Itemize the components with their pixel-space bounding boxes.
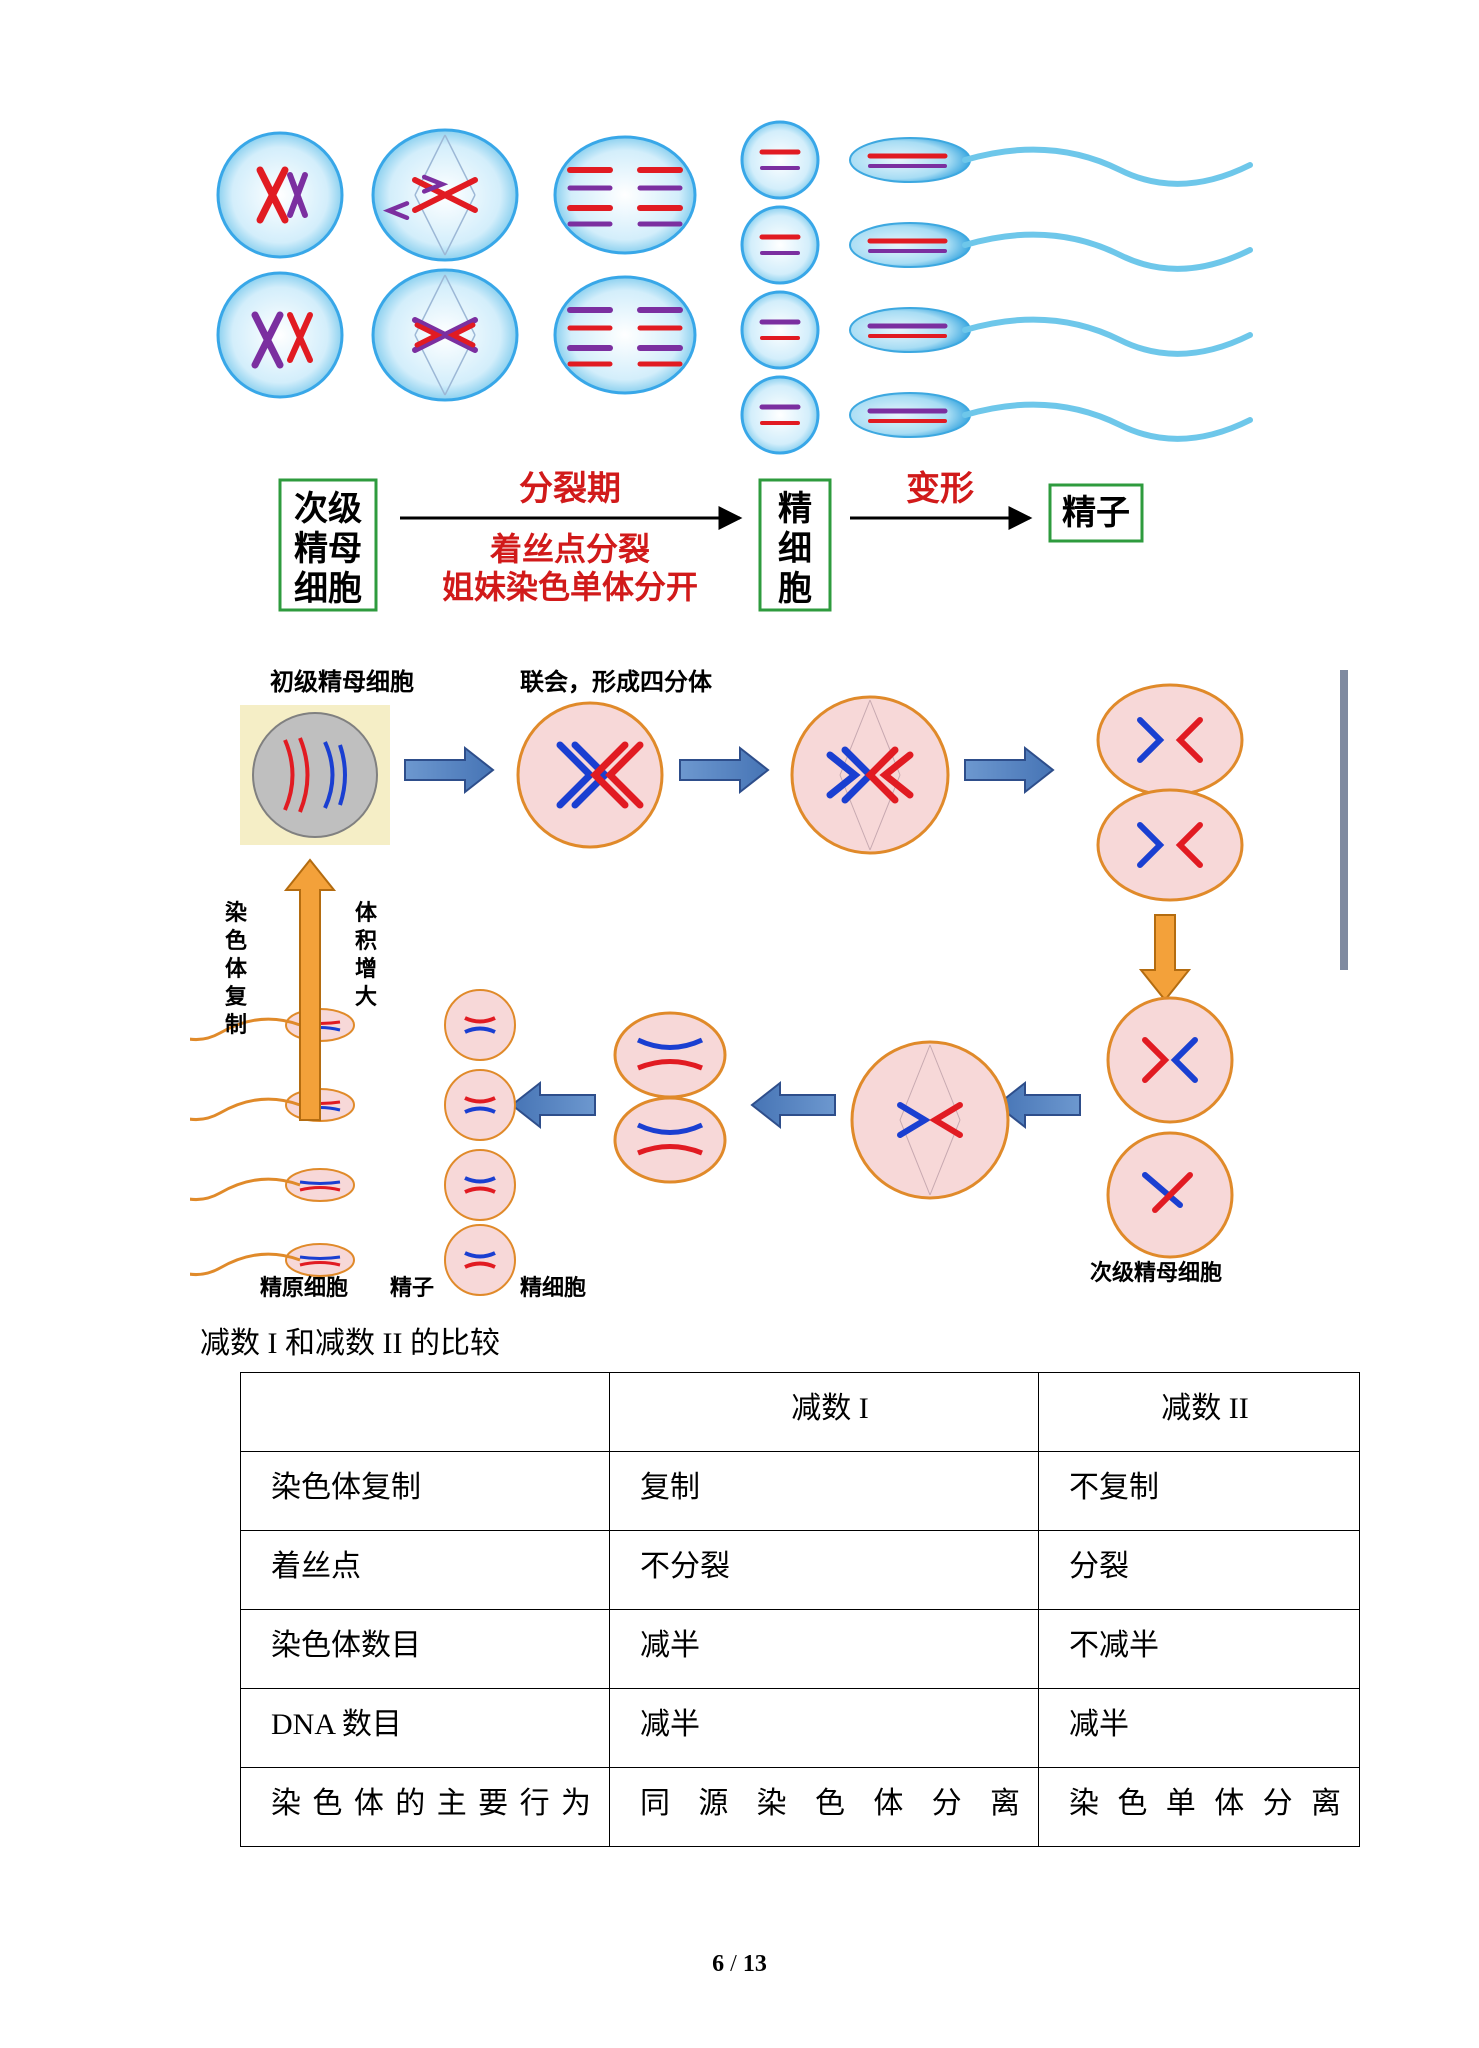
svg-text:体: 体 [355,900,378,925]
svg-text:精原细胞: 精原细胞 [260,1275,348,1300]
meiosis-ii-diagram: 次级 精母 细胞 分裂期 着丝点分裂 姐妹染色单体分开 精 细 胞 变形 精子 [190,120,1390,660]
svg-text:精: 精 [778,490,812,528]
svg-text:精细胞: 精细胞 [520,1275,586,1300]
table-row: DNA 数目减半减半 [241,1689,1360,1768]
table-title: 减数 I 和减数 II 的比较 [200,1318,1339,1362]
svg-text:姐妹染色单体分开: 姐妹染色单体分开 [442,569,698,605]
svg-text:联会，形成四分体: 联会，形成四分体 [520,668,713,696]
page-footer: 6 / 13 [0,1951,1479,1978]
svg-text:次级精母细胞: 次级精母细胞 [1090,1260,1222,1285]
svg-text:大: 大 [355,984,377,1009]
svg-text:精子: 精子 [390,1275,434,1300]
table-row: 染色体复制复制不复制 [241,1452,1360,1531]
comparison-table: 减数 I 减数 II 染色体复制复制不复制 着丝点不分裂分裂 染色体数目减半不减… [240,1372,1360,1847]
table-header-row: 减数 I 减数 II [241,1373,1360,1452]
svg-text:初级精母细胞: 初级精母细胞 [270,668,414,696]
svg-text:体: 体 [225,956,248,981]
table-row: 染色体的主要行为同源染色体分离染色单体分离 [241,1768,1360,1847]
table-row: 染色体数目减半不减半 [241,1610,1360,1689]
svg-text:色: 色 [225,928,247,953]
meiosis-cycle-diagram: 初级精母细胞 联会，形成四分体 [190,660,1390,1300]
svg-text:细胞: 细胞 [294,570,362,608]
svg-text:增: 增 [355,956,377,981]
svg-text:细: 细 [778,530,812,568]
svg-text:分裂期: 分裂期 [519,470,621,508]
svg-text:制: 制 [225,1012,247,1037]
svg-text:精子: 精子 [1062,494,1130,532]
svg-text:积: 积 [355,928,377,953]
svg-text:复: 复 [224,984,248,1009]
svg-text:着丝点分裂: 着丝点分裂 [489,531,650,567]
svg-text:胞: 胞 [778,570,812,608]
svg-text:次级: 次级 [294,490,362,528]
svg-text:染: 染 [225,900,247,925]
svg-text:变形: 变形 [906,470,974,508]
table-row: 着丝点不分裂分裂 [241,1531,1360,1610]
svg-text:精母: 精母 [294,530,362,568]
